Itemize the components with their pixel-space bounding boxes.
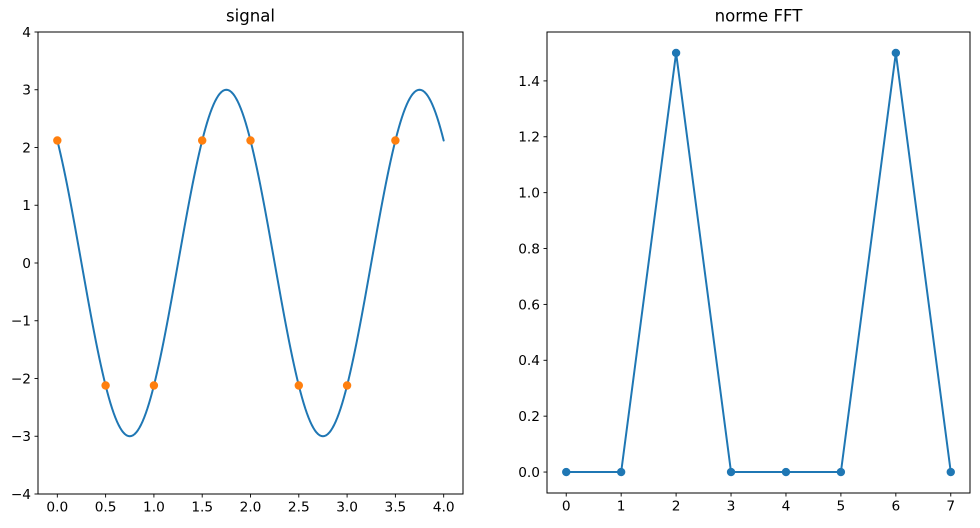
y-tick-label: 0.4 xyxy=(518,353,540,369)
y-tick-label: 1 xyxy=(22,198,31,214)
y-tick-label: 3 xyxy=(22,83,31,99)
fft-norm-marker xyxy=(781,467,791,477)
y-tick-label: 1.4 xyxy=(518,74,540,90)
x-tick-label: 0.0 xyxy=(46,500,68,516)
sampled-points-marker xyxy=(294,381,303,390)
x-tick-label: 5 xyxy=(837,499,846,515)
subplot-signal-title: signal xyxy=(226,7,275,26)
x-tick-label: 6 xyxy=(891,499,900,515)
sampled-points-marker xyxy=(391,136,400,145)
y-tick-label: −1 xyxy=(11,314,31,330)
fft-norm-marker xyxy=(671,48,681,58)
y-tick-label: 0.8 xyxy=(518,241,540,257)
x-tick-label: 3 xyxy=(727,499,736,515)
sampled-points-marker xyxy=(198,136,207,145)
x-tick-label: 3.0 xyxy=(336,500,358,516)
sampled-points-marker xyxy=(149,381,159,390)
x-tick-label: 1.5 xyxy=(191,500,213,516)
axes-spines xyxy=(546,31,971,494)
sampled-points-marker xyxy=(53,136,62,145)
axes-spines xyxy=(37,31,464,495)
x-tick-label: 2.0 xyxy=(240,500,262,516)
x-tick-label: 0.5 xyxy=(95,500,117,516)
fft-norm-marker xyxy=(836,467,846,477)
fft-norm-marker xyxy=(616,467,626,477)
sampled-points-marker xyxy=(342,381,352,390)
fft-norm-line xyxy=(565,51,952,474)
y-tick-label: 4 xyxy=(22,25,31,41)
subplot-signal-axes: 0.0 0.5 1.0 1.5 2.0 2.5 3.0 3.5 4.0 −4 −3 −2 −1 0 1 2 3 4 xyxy=(11,25,464,516)
x-tick-label: 1 xyxy=(617,499,626,515)
y-tick-label: −3 xyxy=(11,429,31,445)
sampled-points-marker xyxy=(101,381,110,390)
y-tick-label: 0.2 xyxy=(518,409,540,425)
subplot-fft-title: norme FFT xyxy=(715,7,804,26)
x-tick-label: 2.5 xyxy=(288,500,310,516)
y-tick-label: 0.6 xyxy=(518,297,540,313)
x-tick-label: 0 xyxy=(562,499,571,515)
y-tick-label: 2 xyxy=(22,140,31,156)
subplot-fft-axes: 0 1 2 3 4 5 6 7 0.0 0.2 0.4 0.6 0.8 1.0 1.2 1.4 xyxy=(518,31,971,515)
y-tick-label: 0.0 xyxy=(518,465,540,481)
x-tick-label: 4 xyxy=(782,499,791,515)
y-tick-label: 1.2 xyxy=(518,130,540,146)
fft-norm-marker xyxy=(891,48,901,58)
fft-norm-marker xyxy=(562,467,571,477)
fft-norm-marker xyxy=(946,467,955,477)
x-tick-label: 2 xyxy=(672,499,681,515)
x-tick-label: 7 xyxy=(946,499,955,515)
x-tick-label: 1.0 xyxy=(143,500,165,516)
y-tick-label: 1.0 xyxy=(518,186,540,202)
y-tick-label: 0 xyxy=(22,256,31,272)
y-tick-label: −2 xyxy=(11,371,31,387)
sampled-points-marker xyxy=(246,136,255,145)
x-tick-label: 3.5 xyxy=(384,500,406,516)
y-tick-label: −4 xyxy=(11,487,31,503)
x-tick-label: 4.0 xyxy=(433,500,455,516)
fft-norm-marker xyxy=(726,467,736,477)
